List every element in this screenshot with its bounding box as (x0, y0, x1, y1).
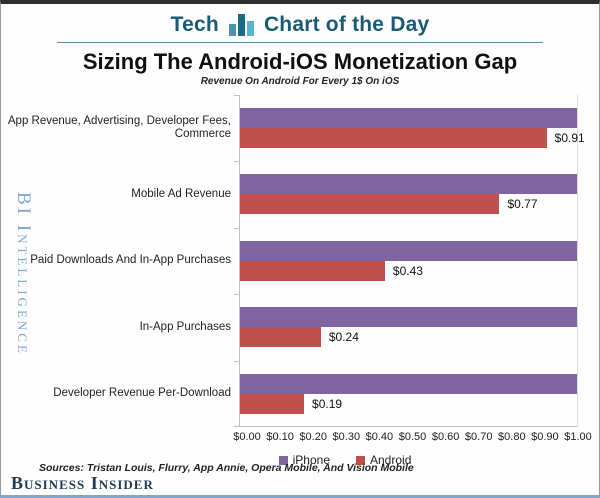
x-axis-tick-label: $0.10 (266, 431, 294, 443)
bar-group: $0.24 (240, 294, 577, 360)
legend: iPhone Android (1, 453, 599, 467)
value-label: $0.19 (312, 396, 343, 411)
header-divider (57, 42, 543, 43)
value-label: $0.43 (392, 263, 423, 278)
legend-swatch-iphone (278, 455, 288, 465)
iphone-bar (240, 108, 577, 128)
x-axis-tick-label: $1.00 (564, 431, 592, 443)
android-bar: $0.43 (240, 260, 423, 281)
android-bar: $0.24 (240, 327, 359, 348)
legend-label: Android (370, 453, 412, 467)
iphone-bar (240, 240, 577, 261)
category-axis-tick (234, 360, 240, 362)
x-axis-tick-label: $0.50 (398, 431, 427, 443)
sources-note: Sources: Tristan Louis, Flurry, App Anni… (39, 462, 414, 474)
x-axis: $0.00 $0.10 $0.20 $0.30 $0.40 $0.50 $0.60 $0.70… (233, 431, 592, 447)
value-label: $0.24 (328, 330, 359, 345)
value-label: $0.91 (554, 131, 585, 145)
x-axis-tick-label: $0.60 (431, 431, 460, 443)
x-axis-tick-label: $0.90 (531, 431, 559, 443)
category-label: Mobile Ad Revenue (131, 188, 231, 201)
x-axis-tick-label: $0.70 (464, 431, 493, 443)
legend-swatch-android (356, 455, 365, 465)
value-label: $0.77 (507, 197, 538, 212)
legend-item-android: Android (356, 453, 411, 467)
category-axis-tick (234, 426, 240, 427)
header: Tech Chart of the Day (1, 4, 599, 39)
x-axis-tick-label: $0.30 (332, 431, 361, 443)
x-axis-tick-label: $0.00 (233, 431, 261, 443)
category-axis-tick (234, 227, 240, 229)
bar-group: $0.19 (240, 361, 577, 427)
bi-intelligence-watermark: BI Intelligence (13, 192, 34, 356)
category-label: Developer Revenue Per-Download (53, 387, 231, 400)
x-axis-tick-label: $0.80 (498, 431, 526, 443)
x-axis-tick-label: $0.20 (299, 431, 327, 443)
android-bar: $0.77 (240, 194, 538, 215)
bar-chart-icon-bar-right (246, 21, 254, 36)
bar-chart-icon (228, 14, 254, 36)
plot-area: $0.91 $0.77 $0.43 $0.24 $0.19 (234, 95, 585, 427)
bar-group: $0.43 (240, 228, 577, 294)
legend-item-iphone: iPhone (278, 453, 330, 467)
bar-group: $0.91 (240, 95, 585, 161)
category-label: Paid Downloads And In-App Purchases (30, 254, 231, 267)
bar-chart: App Revenue, Advertising, Developer Fees… (1, 95, 599, 427)
category-label: App Revenue, Advertising, Developer Fees… (7, 115, 231, 141)
category-axis-tick (234, 95, 240, 96)
iphone-bar (240, 174, 577, 195)
category-label: In-App Purchases (139, 320, 231, 333)
bar-chart-icon-bar-left (228, 24, 236, 36)
iphone-bar (240, 373, 577, 394)
header-title: Chart of the Day (263, 13, 430, 36)
android-bar: $0.91 (240, 128, 585, 148)
bar-group: $0.77 (240, 161, 577, 227)
business-insider-logo: Business Insider (11, 473, 154, 493)
category-axis-tick (234, 161, 240, 163)
x-axis-tick-label: $0.40 (365, 431, 394, 443)
legend-label: iPhone (292, 453, 330, 467)
chart-title: Sizing The Android-iOS Monetization Gap (82, 49, 518, 74)
android-bar: $0.19 (240, 393, 342, 414)
category-axis-tick (234, 294, 240, 296)
chart-subtitle: Revenue On Android For Every 1$ On iOS (200, 76, 400, 87)
bar-chart-icon-bar-middle (237, 14, 245, 36)
iphone-bar (240, 307, 577, 328)
header-tag: Tech (170, 13, 219, 36)
category-labels-column: App Revenue, Advertising, Developer Fees… (1, 95, 239, 427)
